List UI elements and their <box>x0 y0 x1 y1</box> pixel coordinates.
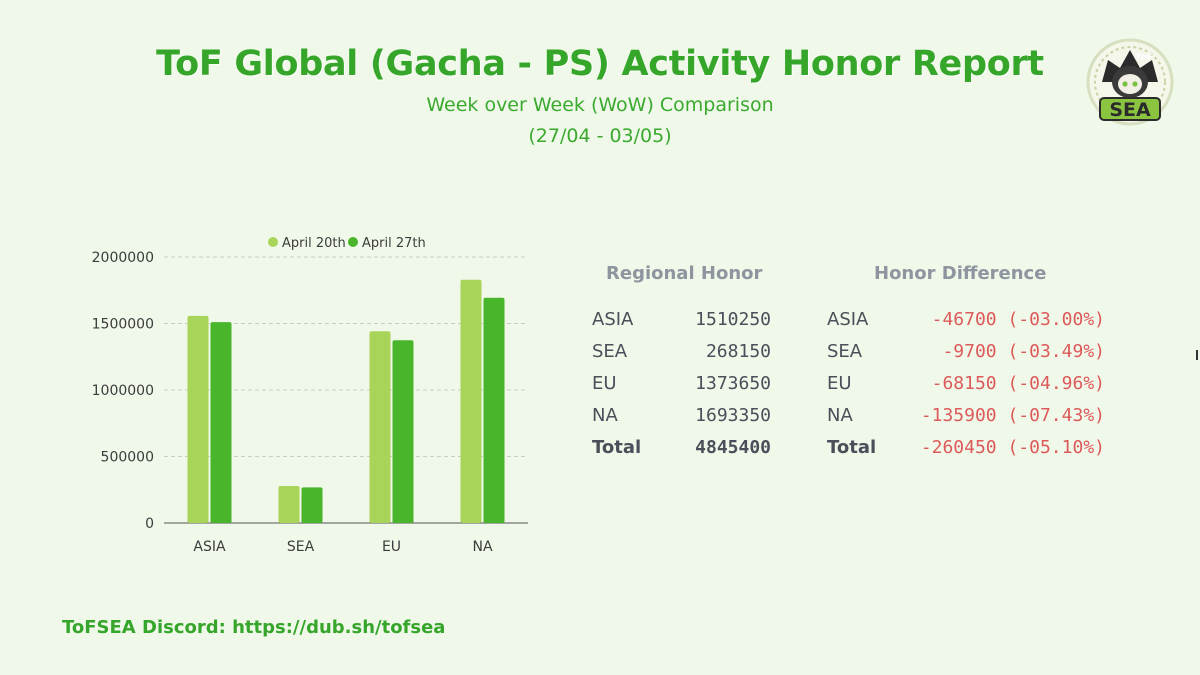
difference-region-label: SEA <box>827 341 863 362</box>
x-tick-label: ASIA <box>193 539 226 555</box>
difference-total-label: Total <box>827 437 877 458</box>
report-date-range: (27/04 - 03/05) <box>528 125 672 147</box>
regional-value: 268150 <box>705 341 771 362</box>
regional-total-value: 4845400 <box>695 437 771 458</box>
regional-value: 1693350 <box>695 405 771 426</box>
bar-sea-series-1 <box>278 486 300 523</box>
x-tick-label: EU <box>382 539 401 555</box>
y-tick-label: 1000000 <box>92 383 154 399</box>
legend-label: April 20th <box>282 236 346 251</box>
difference-value: -9700 (-03.49%) <box>942 341 1105 362</box>
bar-chart-svg: 0 500000 1000000 1500000 2000000 ASIA SEA EU NA A… <box>92 236 528 555</box>
x-tick-label: NA <box>472 539 492 555</box>
tofsea-logo: SEA ToF <box>1086 38 1174 126</box>
regional-region-label: EU <box>592 373 617 394</box>
bar-na-series-1 <box>460 279 482 523</box>
honor-difference-heading: Honor Difference <box>874 263 1047 284</box>
difference-value: -46700 (-03.00%) <box>931 309 1105 330</box>
difference-total-value: -260450 (-05.10%) <box>920 437 1105 458</box>
logo-small-text: ToF <box>1135 53 1152 63</box>
legend-swatch <box>348 237 358 247</box>
y-tick-label: 0 <box>145 516 154 532</box>
difference-region-label: ASIA <box>827 309 869 330</box>
bar-na-series-2 <box>483 297 505 523</box>
regional-region-label: SEA <box>592 341 628 362</box>
difference-region-label: NA <box>827 405 853 426</box>
difference-value: -135900 (-07.43%) <box>920 405 1105 426</box>
regional-region-label: ASIA <box>592 309 634 330</box>
y-tick-label: 500000 <box>101 450 154 466</box>
difference-region-label: EU <box>827 373 852 394</box>
bar-eu-series-1 <box>369 331 391 523</box>
legend-label: April 27th <box>362 236 426 251</box>
bar-asia-series-1 <box>187 315 209 523</box>
bar-eu-series-2 <box>392 340 414 523</box>
logo-text: SEA <box>1109 99 1151 121</box>
regional-total-label: Total <box>592 437 642 458</box>
y-tick-label: 2000000 <box>92 250 154 266</box>
bar-sea-series-2 <box>301 487 323 523</box>
regional-value: 1510250 <box>695 309 771 330</box>
y-tick-label: 1500000 <box>92 317 154 333</box>
regional-honor-heading: Regional Honor <box>606 263 763 284</box>
edge-marker <box>1196 350 1198 360</box>
regional-value: 1373650 <box>695 373 771 394</box>
legend-swatch <box>268 237 278 247</box>
discord-link[interactable]: ToFSEA Discord: https://dub.sh/tofsea <box>62 617 446 638</box>
report-title: ToF Global (Gacha - PS) Activity Honor R… <box>156 44 1044 84</box>
honor-bar-chart: 0 500000 1000000 1500000 2000000 ASIA SEA EU NA A… <box>60 225 540 565</box>
report-subtitle: Week over Week (WoW) Comparison <box>426 94 774 116</box>
bar-asia-series-2 <box>210 322 232 523</box>
difference-value: -68150 (-04.96%) <box>931 373 1105 394</box>
regional-region-label: NA <box>592 405 618 426</box>
x-tick-label: SEA <box>287 539 315 555</box>
